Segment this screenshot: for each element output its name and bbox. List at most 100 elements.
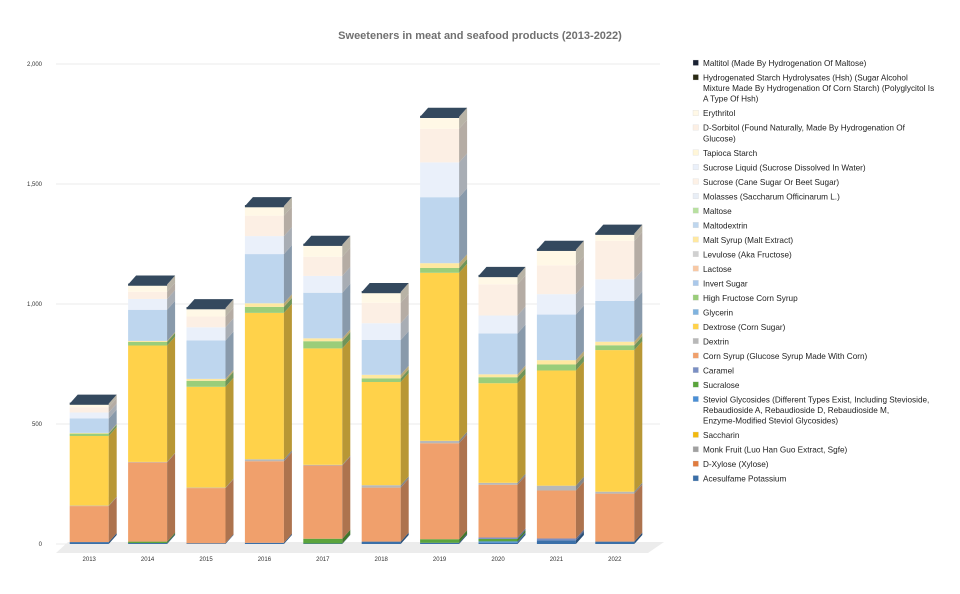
legend-item-11: High Fructose Corn Syrup — [692, 294, 798, 303]
y-tick-label-1000: 1,000 — [27, 302, 43, 308]
bar-2021-7-side — [575, 481, 584, 539]
bar-2021-9-front — [536, 370, 576, 486]
bar-top-edge-2020 — [478, 274, 518, 278]
bar-2016-22-front — [244, 215, 284, 237]
bar-2013-20-front — [69, 412, 109, 419]
bar-2014-11-front — [128, 341, 168, 346]
y-tick-label-500: 500 — [32, 422, 43, 428]
legend-swatch-2 — [692, 446, 699, 453]
legend-swatch-13 — [692, 265, 699, 272]
x-tick-label-2015: 2015 — [199, 557, 213, 563]
bar-2013-8-side — [108, 496, 117, 507]
bar-2014-7-side — [167, 453, 176, 542]
x-axis: 2013 2014 2015 2016 2017 2018 2019 2020 2021 2022 — [83, 557, 623, 563]
legend-item-7: Corn Syrup (Glucose Syrup Made With Corn… — [692, 352, 868, 361]
bar-2021-15-front — [536, 360, 576, 365]
bar-top-2022 — [595, 224, 643, 234]
bar-2014-9-front — [128, 345, 168, 462]
bar-2016-22-side — [283, 206, 292, 237]
legend-item-3: Saccharin — [692, 431, 740, 440]
bar-top-2019 — [420, 107, 468, 117]
bar-2017-23-side — [342, 235, 351, 257]
bar-2013-11-front — [69, 433, 109, 436]
bar-2020-0-front — [478, 542, 518, 544]
legend-item-13: Lactose — [692, 265, 732, 274]
legend-swatch-18 — [692, 193, 699, 199]
legend-label-1: D-Xylose (Xylose) — [703, 460, 769, 469]
legend-label-9: Dextrose (Corn Sugar) — [703, 323, 786, 332]
legend-item-14: Levulose (Aka Fructose) — [692, 250, 792, 259]
bar-2020-15-side — [517, 365, 526, 378]
bar-2018-15-front — [361, 374, 401, 379]
bar-2019-11-front — [420, 268, 460, 273]
bar-2020-11-side — [517, 368, 526, 384]
bar-2016-0-side — [283, 533, 292, 544]
bar-group-2016 — [244, 197, 292, 544]
bar-2013-11-side — [108, 424, 117, 436]
bar-2017-9-front — [303, 348, 343, 465]
legend-swatch-5 — [692, 381, 699, 388]
bar-2013-15-side — [108, 423, 117, 434]
bar-2019-20-front — [420, 162, 460, 198]
bar-top-edge-2022 — [595, 232, 635, 235]
bar-2017-22-front — [303, 256, 343, 276]
bar-2020-9-side — [517, 374, 526, 483]
bar-2021-23-front — [536, 249, 576, 266]
bar-2016-9-side — [283, 303, 292, 460]
bar-2018-7-side — [400, 478, 409, 542]
bar-2017-9-side — [342, 339, 351, 465]
bar-2014-15-front — [128, 340, 168, 342]
bar-2021-16-front — [536, 314, 576, 361]
bar-group-2018 — [361, 283, 409, 544]
bar-2021-11-side — [575, 355, 584, 371]
bar-2016-23-front — [244, 206, 284, 216]
bar-2022-20-side — [634, 270, 643, 301]
floor-plane — [56, 542, 664, 553]
bar-2016-23-side — [283, 197, 292, 216]
bar-2013-20-side — [108, 403, 117, 419]
legend-label-8: Dextrin — [703, 337, 729, 346]
bar-2019-15-front — [420, 263, 460, 268]
bar-2022-20-front — [595, 279, 635, 301]
bar-2021-6-front — [536, 538, 576, 541]
legend-swatch-4 — [692, 396, 699, 402]
bar-2017-15-front — [303, 338, 343, 342]
bar-2019-23-side — [459, 107, 468, 129]
bar-2015-11-front — [186, 380, 226, 387]
bar-top-edge-2018 — [361, 291, 401, 294]
legend-label-14: Levulose (Aka Fructose) — [703, 250, 792, 259]
bar-2016-11-side — [283, 297, 292, 313]
bar-2015-9-side — [225, 377, 234, 488]
chart-title: Sweeteners in meat and seafood products … — [338, 30, 622, 42]
bar-2014-20-front — [128, 298, 168, 310]
bar-2013-22-side — [108, 398, 117, 413]
legend-label-11: High Fructose Corn Syrup — [703, 294, 798, 303]
bar-2020-4-side — [517, 532, 526, 543]
legend-label-13: Lactose — [703, 265, 732, 274]
bar-2017-8-front — [303, 464, 343, 466]
bar-2020-23-side — [517, 266, 526, 285]
bar-2019-5-side — [459, 530, 468, 543]
x-tick-label-2014: 2014 — [141, 557, 155, 563]
bar-2015-16-side — [225, 331, 234, 379]
bar-2017-11-front — [303, 341, 343, 349]
plot-floor — [56, 542, 664, 553]
legend-label-12: Invert Sugar — [703, 279, 748, 288]
bar-2018-16-side — [400, 331, 409, 375]
bar-2018-23-front — [361, 292, 401, 303]
bar-2022-23-front — [595, 233, 635, 241]
bar-2022-22-front — [595, 240, 635, 280]
x-tick-label-2017: 2017 — [316, 557, 330, 563]
legend-item-1: D-Xylose (Xylose) — [692, 460, 769, 469]
bar-2017-23-front — [303, 244, 343, 257]
y-tick-label-2000: 2,000 — [27, 62, 43, 68]
bar-2014-16-front — [128, 309, 168, 341]
legend-label-22: D-Sorbitol (Found Naturally, Made By Hyd… — [703, 124, 906, 144]
x-tick-label-2022: 2022 — [608, 557, 622, 563]
bar-2018-20-front — [361, 323, 401, 340]
bar-group-2019 — [420, 107, 468, 544]
x-tick-label-2016: 2016 — [258, 557, 272, 563]
bar-group-2017 — [303, 235, 351, 544]
bar-2014-16-side — [167, 300, 176, 341]
legend-item-19: Sucrose (Cane Sugar Or Beet Sugar) — [692, 178, 839, 187]
